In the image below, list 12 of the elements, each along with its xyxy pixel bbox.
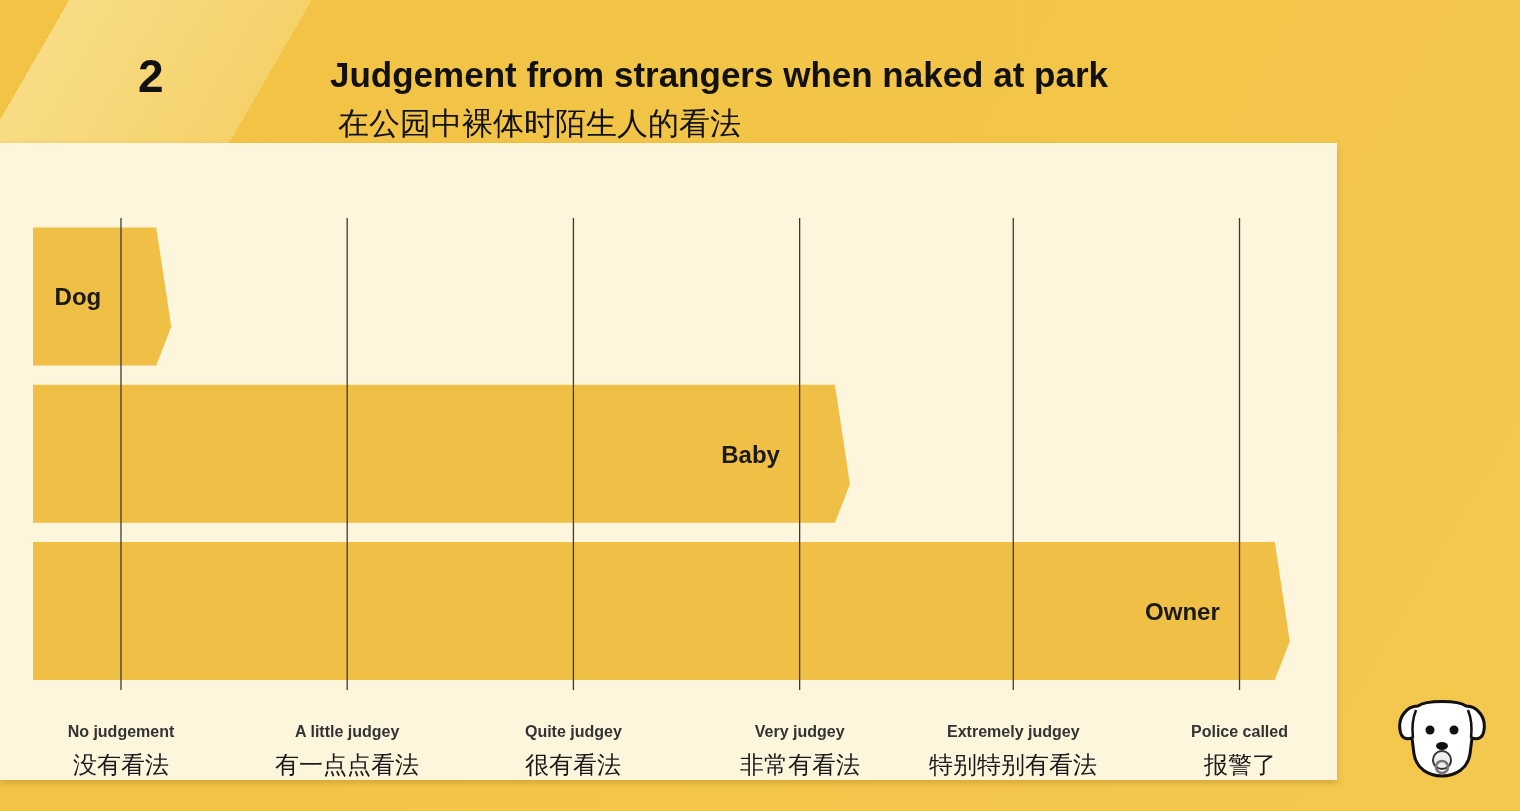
ref-line-label: Quite judgey 很有看法 xyxy=(524,723,622,778)
y-tick-label: Dog xyxy=(54,283,102,311)
ref-line-label: Very judgey 非常有看法 xyxy=(739,723,860,778)
text: 2 xyxy=(138,50,164,102)
ref-line-label: No judgement 没有看法 xyxy=(67,723,175,778)
ref-line-label: Extremely judgey 特别特别有看法 xyxy=(929,723,1098,778)
chart-subtitle: 在公园中裸体时陌生人的看法 xyxy=(338,105,741,142)
y-tick-label: Owner xyxy=(1145,598,1220,626)
ref-line-label: A little judgey 有一点点看法 xyxy=(275,723,420,778)
y-tick-label: Baby xyxy=(721,440,781,468)
chart-title: Judgement from strangers when naked at park xyxy=(330,55,1108,95)
ref-line-label: Police called 报警了 xyxy=(1191,723,1288,778)
